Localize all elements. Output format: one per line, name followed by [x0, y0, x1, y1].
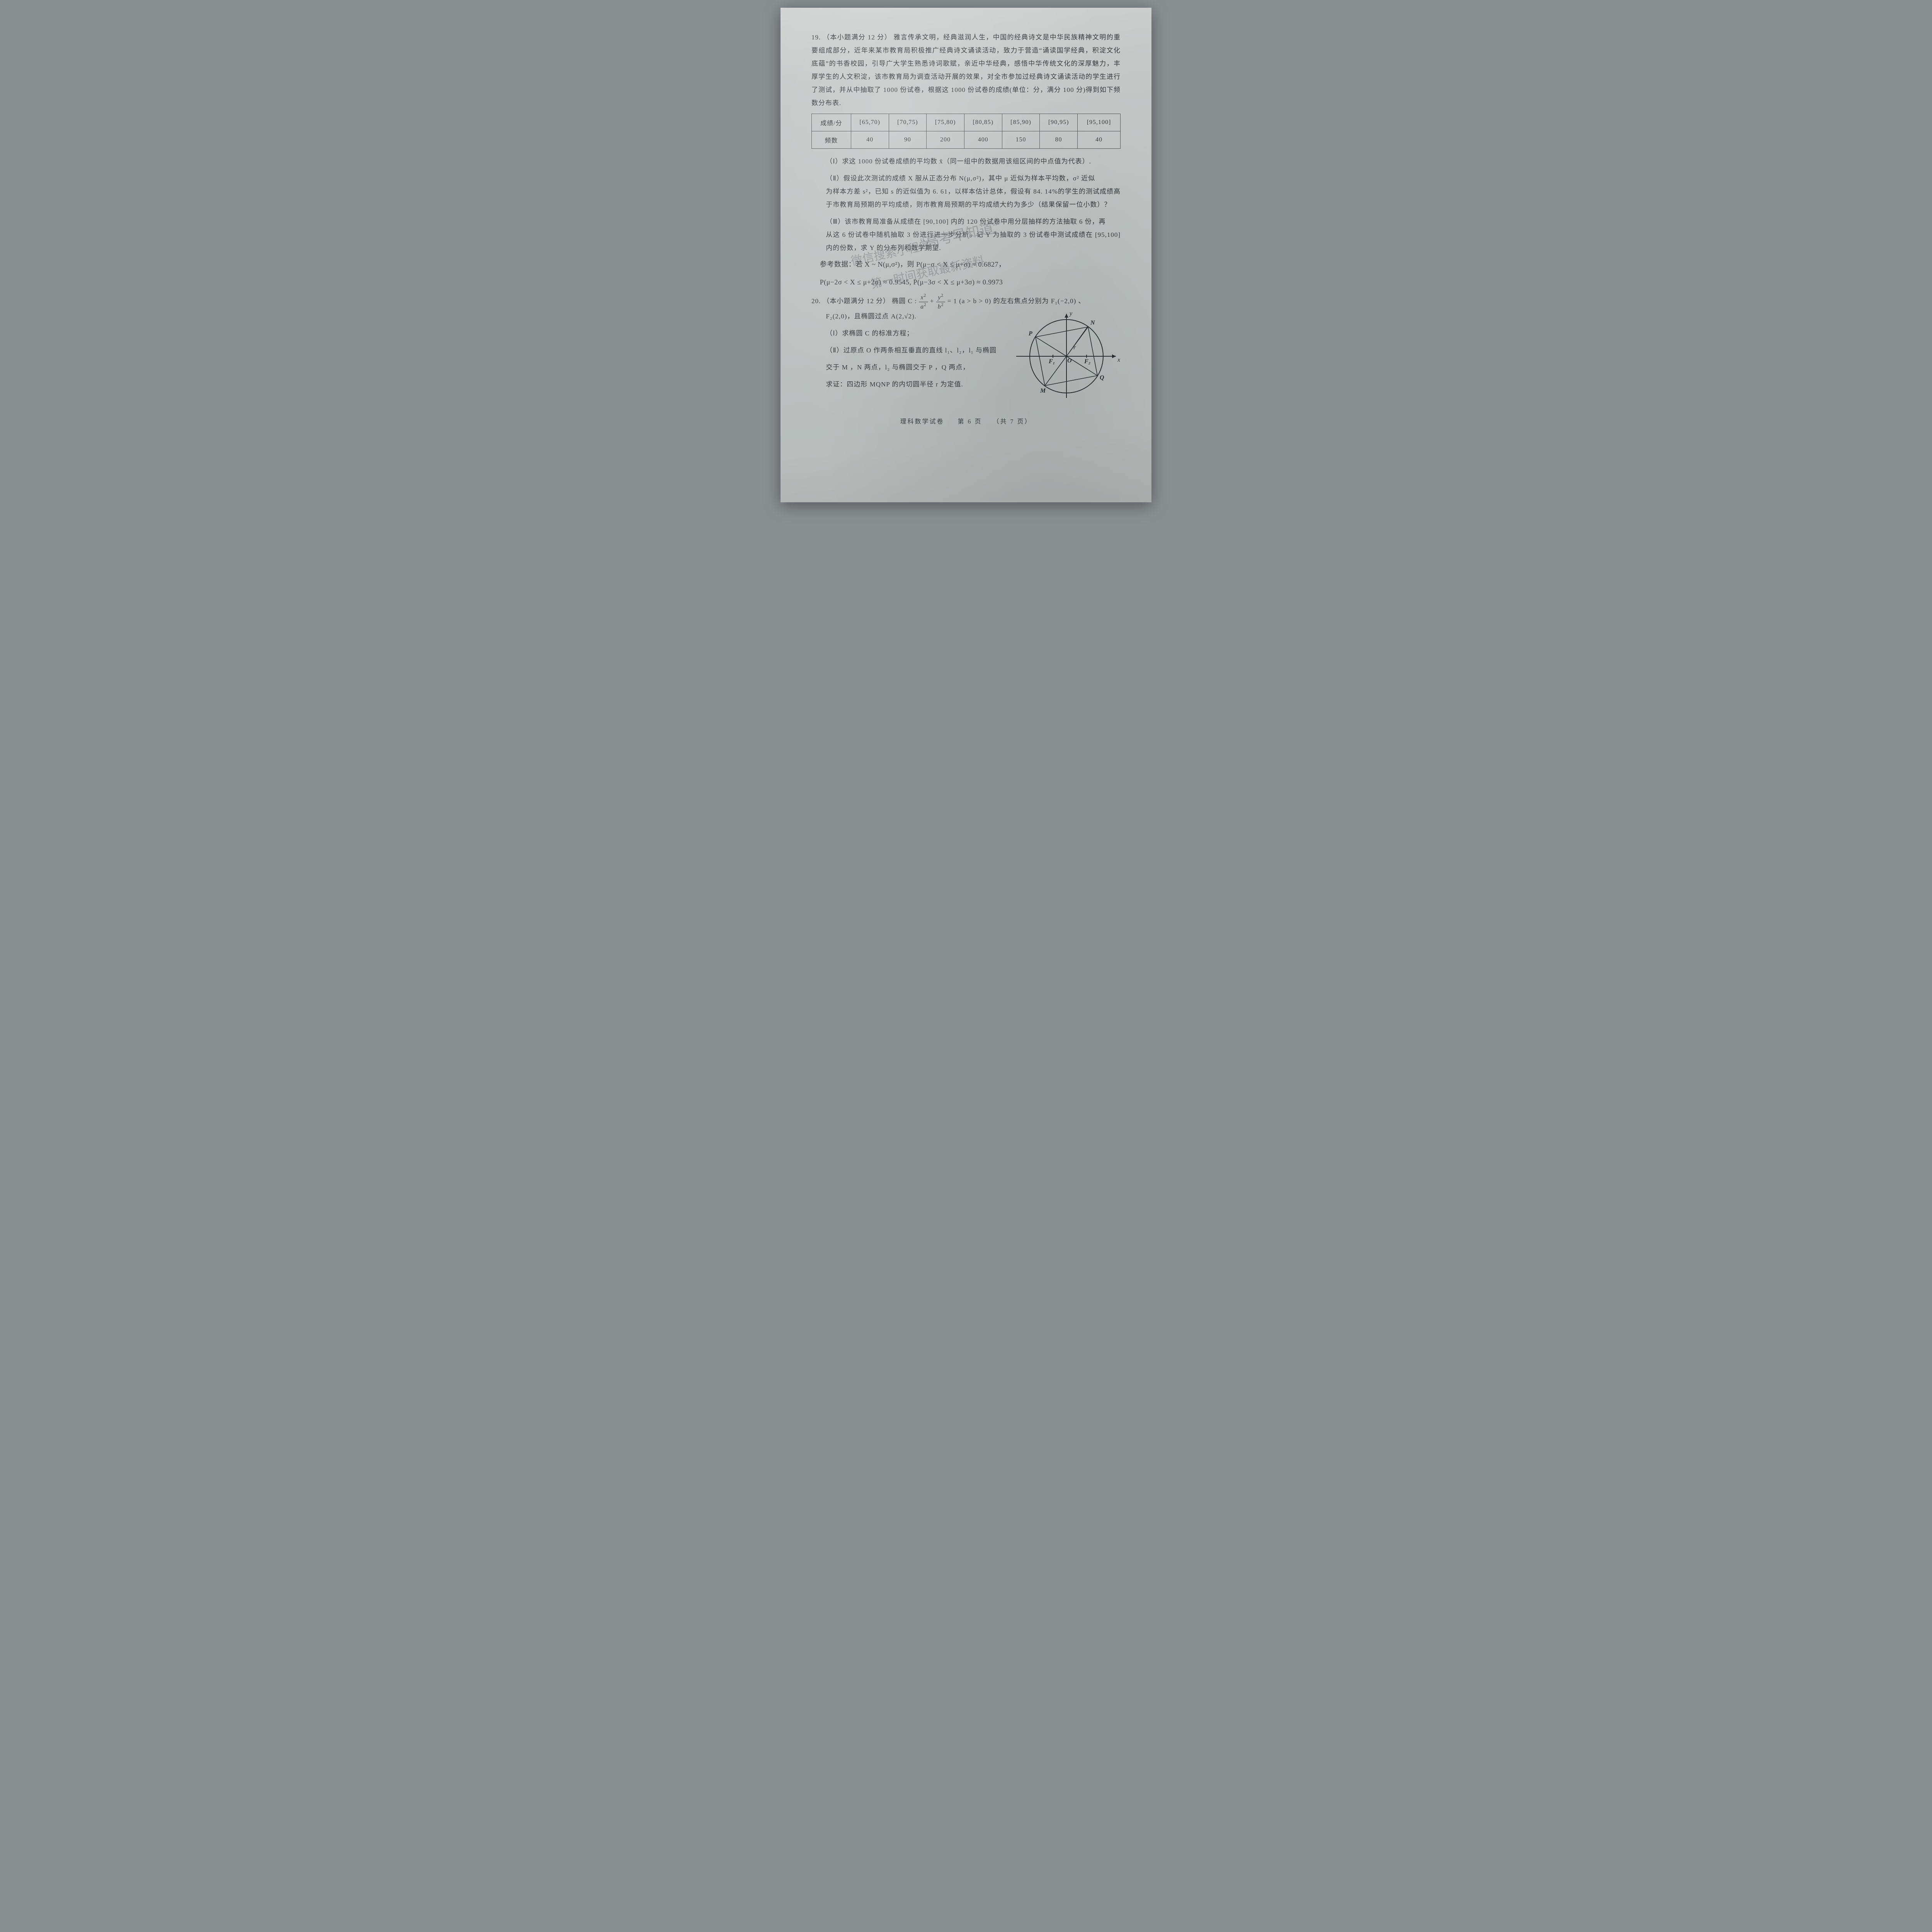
table-cell: 40: [1078, 131, 1121, 149]
reference-data-2: P(μ−2σ < X ≤ μ+2σ) ≈ 0.9545, P(μ−3σ < X …: [820, 275, 1121, 290]
svg-text:F₁: F₁: [1048, 358, 1055, 365]
q20-prove: 求证：四边形 MQNP 的内切圆半径 r 为定值.: [811, 378, 1009, 391]
q20-part2a: （Ⅱ）过原点 O 作两条相互垂直的直线 l₁、l₂，l₁ 与椭圆: [811, 344, 1009, 357]
q20-body3: F₂(2,0)，且椭圆过点 A(2,√2).: [811, 310, 1009, 323]
table-header-cell: [95,100]: [1078, 114, 1121, 131]
svg-text:x: x: [1117, 357, 1120, 363]
q20-text2: = 1 (a > b > 0) 的左右焦点分别为 F₁(−2,0) 、: [947, 298, 1085, 305]
fraction-x: x2a2: [919, 294, 928, 310]
footer-page: 第 6 页: [957, 418, 982, 425]
table-header-cell: 成绩/分: [812, 114, 851, 131]
fraction-y: y2b2: [936, 294, 946, 310]
q19-number: 19.: [811, 34, 821, 41]
q19-part2b: 为样本方差 s²，已知 s 的近似值为 6. 61，以样本估计总体，假设有 84…: [811, 185, 1121, 211]
table-cell: 150: [1002, 131, 1040, 149]
table-cell: 40: [851, 131, 889, 149]
table-cell: 80: [1040, 131, 1078, 149]
q20-number: 20.: [811, 298, 821, 305]
svg-text:N: N: [1090, 320, 1095, 326]
page-footer: 理科数学试卷 第 6 页 （共 7 页）: [811, 416, 1121, 425]
table-header-cell: [85,90): [1002, 114, 1040, 131]
table-header-cell: [70,75): [889, 114, 927, 131]
q19-part3a: （Ⅲ）该市教育局准备从成绩在 [90,100] 内的 120 份试卷中用分层抽样…: [811, 215, 1121, 228]
svg-text:Q: Q: [1100, 374, 1104, 381]
table-header-cell: [80,85): [964, 114, 1002, 131]
table-cell: 200: [927, 131, 964, 149]
q19-part2a: （Ⅱ）假设此次测试的成绩 X 服从正态分布 N(μ,σ²)，其中 μ 近似为样本…: [811, 172, 1121, 185]
table-header-cell: [75,80): [927, 114, 964, 131]
q19-text: 雅言传承文明，经典滋润人生，中国的经典诗文是中华民族精神文明的重要组成部分，近年…: [811, 34, 1121, 107]
svg-text:P: P: [1028, 330, 1032, 337]
q20-part1: （Ⅰ）求椭圆 C 的标准方程；: [811, 327, 1009, 340]
svg-text:y: y: [1069, 310, 1073, 317]
q20-points: （本小题满分 12 分）: [823, 298, 890, 305]
footer-subject: 理科数学试卷: [900, 418, 944, 425]
svg-text:O: O: [1067, 357, 1072, 364]
q20-part2b: 交于 M ，N 两点，l₂ 与椭圆交于 P ，Q 两点，: [811, 361, 1009, 374]
table-row-header: 成绩/分 [65,70) [70,75) [75,80) [80,85) [85…: [812, 114, 1121, 131]
table-cell: 400: [964, 131, 1002, 149]
table-cell: 频数: [812, 131, 851, 149]
frequency-table: 成绩/分 [65,70) [70,75) [75,80) [80,85) [85…: [811, 114, 1121, 149]
footer-total: （共 7 页）: [993, 418, 1032, 425]
plus-sign: +: [930, 298, 936, 305]
reference-data-1: 参考数据：若 X ~ N(μ,σ²)，则 P(μ−σ < X ≤ μ+σ) ≈ …: [820, 257, 1121, 272]
table-row-data: 频数 40 90 200 400 150 80 40: [812, 131, 1121, 149]
q19-body: 19. （本小题满分 12 分） 雅言传承文明，经典滋润人生，中国的经典诗文是中…: [811, 31, 1121, 110]
table-header-cell: [65,70): [851, 114, 889, 131]
q19-points: （本小题满分 12 分）: [823, 34, 891, 41]
q20-body: 20. （本小题满分 12 分） 椭圆 C : x2a2 + y2b2 = 1 …: [811, 294, 1121, 310]
table-header-cell: [90,95): [1040, 114, 1078, 131]
q20-text1: 椭圆 C :: [892, 298, 917, 305]
svg-text:F₂: F₂: [1084, 358, 1090, 365]
q19-part1: （Ⅰ）求这 1000 份试卷成绩的平均数 x̄（同一组中的数据用该组区间的中点值…: [811, 155, 1121, 168]
svg-text:M: M: [1040, 388, 1046, 394]
q19-part3b: 从这 6 份试卷中随机抽取 3 份进行进一步分析，记 Y 为抽取的 3 份试卷中…: [811, 228, 1121, 255]
ellipse-diagram: x y rO F₁ F₂ N M P Q: [1012, 310, 1121, 405]
exam-page: “高考早知道” 微信搜索小程序 第一时间获取最新资料 19. （本小题满分 12…: [781, 8, 1151, 502]
table-cell: 90: [889, 131, 927, 149]
geometry-svg: x y rO F₁ F₂ N M P Q: [1012, 310, 1121, 403]
svg-text:r: r: [1073, 344, 1076, 351]
